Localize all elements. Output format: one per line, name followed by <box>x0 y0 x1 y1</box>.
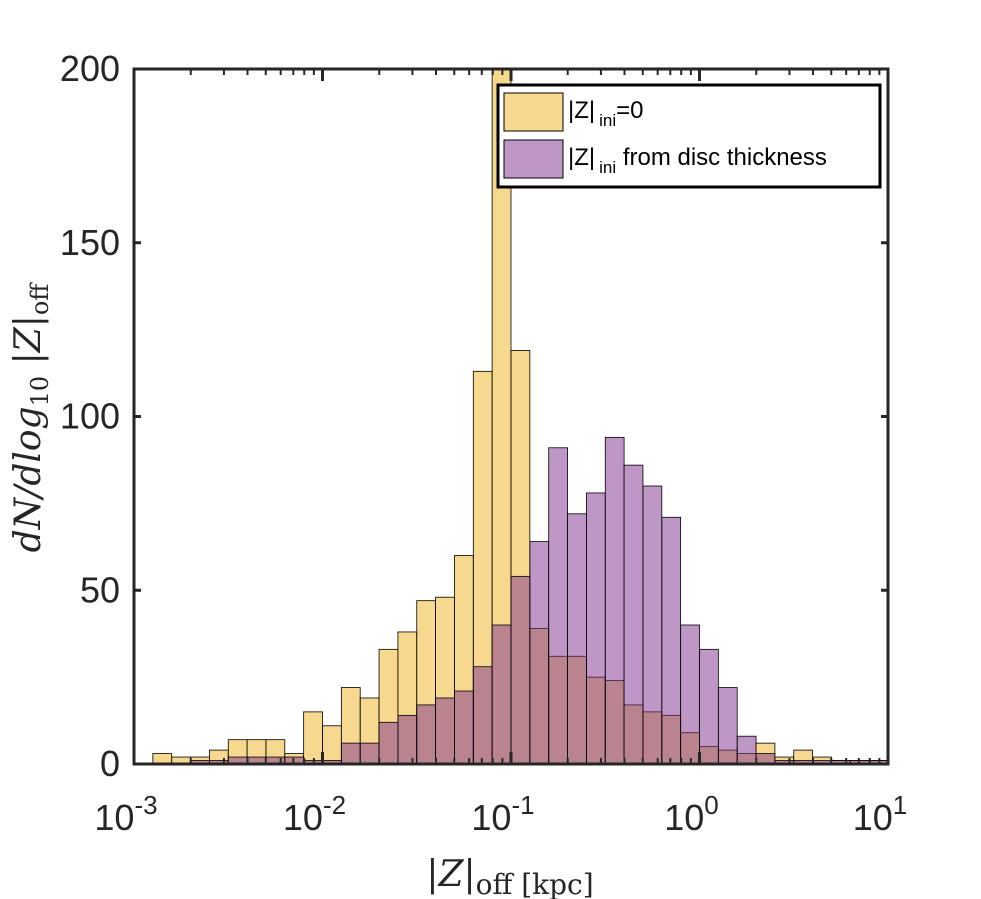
y-axis-label-sub2: off <box>26 282 54 315</box>
bar-series1-bin23 <box>567 513 587 765</box>
legend: |Z| ini=0 |Z| ini from disc thickness <box>496 83 882 189</box>
bar-series1-bin33 <box>755 753 776 765</box>
bar-series1-bin20 <box>510 575 531 765</box>
bar-series1-bin16 <box>435 697 455 765</box>
bar-series1-bin31 <box>717 687 738 765</box>
bar-series1-bin26 <box>623 464 644 765</box>
legend-label-z-ini-zero: |Z| ini=0 <box>568 97 644 130</box>
bar-series1-bin15 <box>416 704 437 765</box>
x-tick-label: 10-2 <box>283 790 346 838</box>
bar-series1-bin24 <box>586 492 606 765</box>
y-axis-label: dN/dlog10 |Z|off <box>8 282 54 553</box>
plot-frame <box>132 67 890 766</box>
bar-series1-bin12 <box>359 742 380 765</box>
y-axis-label-sub1: 10 <box>26 376 54 407</box>
bar-series1-bin18 <box>472 666 493 765</box>
legend-swatch-z-ini-zero <box>503 92 564 132</box>
bar-series1-bin11 <box>340 742 361 765</box>
y-tick-label: 150 <box>60 222 120 263</box>
y-tick-label: 0 <box>100 743 120 784</box>
bar-series0-bin1 <box>152 753 173 765</box>
bar-series1-bin32 <box>736 735 757 765</box>
bar-series1-bin21 <box>529 541 550 765</box>
x-tick-label: 10-1 <box>471 790 534 838</box>
x-tick-label: 10-3 <box>94 790 157 838</box>
bar-series0-bin9 <box>303 711 323 765</box>
bar-series1-bin25 <box>604 436 625 765</box>
bar-series1-bin19 <box>491 624 512 765</box>
bar-series1-bin17 <box>454 690 474 765</box>
legend-label-z-ini-disc: |Z| ini from disc thickness <box>568 144 827 177</box>
bar-series1-bin30 <box>699 648 719 765</box>
legend-swatch-z-ini-disc <box>503 139 564 179</box>
x-axis-label-main: |Z| <box>426 854 475 895</box>
x-axis-label-sub: off [kpc] <box>476 868 594 899</box>
y-tick-labels: 0 50 100 150 200 <box>60 48 120 784</box>
bar-series1-bin29 <box>680 624 700 765</box>
bar-series1-bin27 <box>642 485 663 765</box>
x-axis-label: |Z|off [kpc] <box>426 854 593 899</box>
y-tick-label: 100 <box>60 396 120 437</box>
bar-series1-bin22 <box>548 447 568 765</box>
y-axis-label-mid: |Z| <box>8 315 49 376</box>
x-tick-label: 100 <box>664 790 719 838</box>
y-tick-label: 200 <box>60 48 120 89</box>
x-tick-label: 101 <box>853 790 908 838</box>
bar-series0-bin10 <box>322 725 342 765</box>
x-tick-labels: 10-3 10-2 10-1 100 101 <box>94 790 907 838</box>
bar-series1-bin14 <box>397 714 418 765</box>
y-tick-label: 50 <box>80 569 120 610</box>
bar-series1-bin28 <box>661 516 682 765</box>
bar-series1-bin13 <box>378 721 399 765</box>
y-axis-label-main: dN/dlog <box>8 406 49 552</box>
